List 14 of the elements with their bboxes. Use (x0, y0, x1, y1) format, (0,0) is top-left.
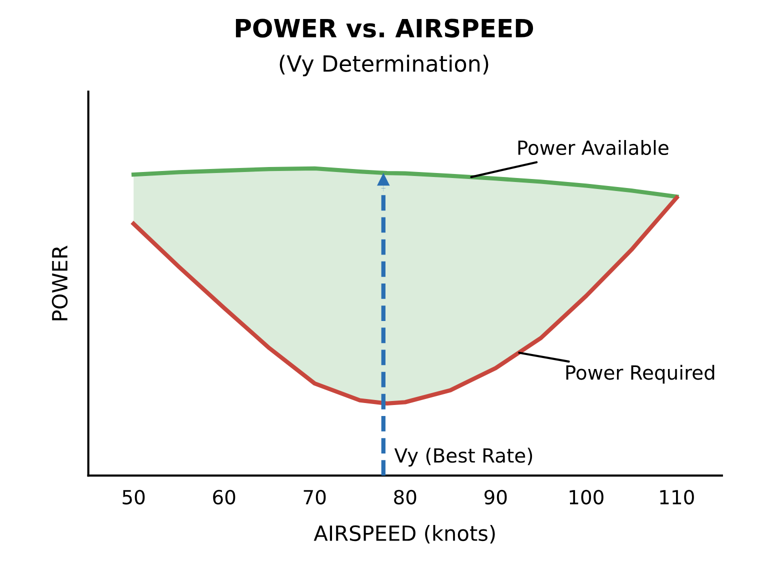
x-tick-label: 80 (394, 490, 416, 505)
chart-subtitle: (Vy Determination) (280, 54, 488, 76)
annotation: Power Required (566, 364, 714, 384)
x-tick-label: 60 (213, 490, 236, 505)
x-tick-label: 50 (122, 490, 145, 505)
chart-title: POWER vs. AIRSPEED (236, 18, 534, 38)
x-tick-label: 110 (660, 490, 694, 505)
x-tick-label: 100 (570, 490, 604, 505)
annotation: Power Available (518, 140, 668, 156)
x-tick-label: 70 (304, 490, 326, 505)
y-axis-title: POWER (52, 246, 68, 320)
ref-line-label: Vy (Best Rate) (394, 448, 532, 467)
x-axis-title: AIRSPEED (knots) (314, 524, 495, 544)
x-tick-label: 90 (484, 490, 507, 505)
